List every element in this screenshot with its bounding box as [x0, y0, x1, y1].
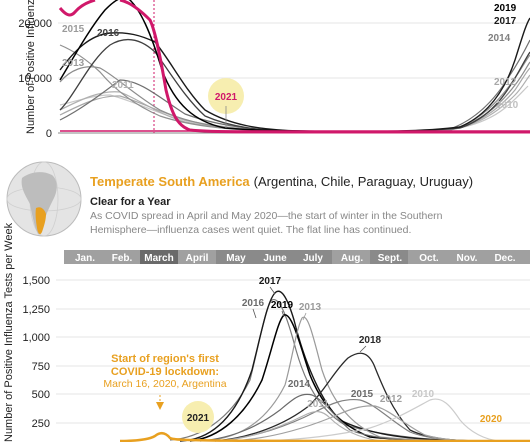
label-badge-2021: [208, 78, 244, 114]
series-label-2013: 2013: [62, 58, 85, 69]
series-line-2014: [199, 393, 441, 442]
month-label: Sept.: [378, 253, 403, 264]
series-label-2013: 2013: [299, 302, 322, 313]
top-y-tick: 0: [46, 128, 52, 140]
series-label-2014: 2014: [488, 33, 511, 44]
series-label-2012: 2012: [380, 394, 403, 405]
month-bar-highlight-july: [294, 250, 332, 264]
series-label-2011: 2011: [307, 399, 329, 410]
series-line-2015: [214, 398, 491, 442]
series-label-2016: 2016: [242, 298, 265, 309]
series-label-2017: 2017: [494, 16, 517, 27]
series-line-2017: [59, 17, 530, 133]
month-bar-highlight-march: [140, 250, 178, 264]
month-label: Nov.: [457, 253, 478, 264]
series-label-2018: 2018: [359, 335, 382, 346]
month-label: July: [303, 253, 323, 264]
month-bar-highlight-june: [256, 250, 294, 264]
lockdown-annotation-title-2: COVID-19 lockdown:: [111, 366, 219, 378]
month-bar: Jan. Feb. March April May June July Aug.…: [64, 250, 530, 264]
top-chart: Number of Positive Influenza T 20,000 10…: [18, 0, 530, 140]
month-bar-highlight-sept: [370, 250, 408, 264]
series-line-2020: [119, 432, 530, 442]
bottom-y-axis-label: Number of Positive Influenza Tests per W…: [3, 222, 15, 442]
series-line-2012: [229, 405, 496, 442]
label-leader-2013: [302, 312, 307, 321]
bottom-y-tick: 500: [32, 389, 50, 401]
series-label-2014: 2014: [288, 379, 311, 390]
series-line-2020: [58, 0, 530, 134]
series-label-2021: 2021: [215, 92, 238, 103]
series-label-2019: 2019: [494, 3, 517, 14]
bottom-y-tick: 1,250: [22, 304, 50, 316]
lockdown-annotation-title-1: Start of region's first: [111, 353, 219, 365]
top-y-axis-label: Number of Positive Influenza T: [25, 0, 37, 134]
bottom-y-tick: 1,000: [22, 332, 50, 344]
label-leader-2018: [359, 345, 367, 353]
series-label-2017: 2017: [259, 276, 282, 287]
month-label: Aug.: [341, 253, 363, 264]
series-label-2020: 2020: [480, 414, 503, 425]
region-title: Temperate South America: [90, 174, 250, 189]
series-label-2019: 2019: [271, 300, 294, 311]
bottom-y-tick: 1,500: [22, 275, 50, 287]
month-label: Feb.: [112, 253, 133, 264]
globe-icon: [6, 161, 82, 237]
bottom-y-tick: 250: [32, 418, 50, 430]
series-line-2013: [199, 316, 491, 442]
month-label: June: [263, 253, 287, 264]
bottom-y-tick: 750: [32, 361, 50, 373]
region-headline: Clear for a Year: [90, 196, 171, 208]
region-header: Temperate South America (Argentina, Chile…: [6, 161, 473, 237]
top-y-tick: 10,000: [18, 73, 52, 85]
series-label-2010: 2010: [412, 389, 435, 400]
series-line-2017: [179, 290, 471, 442]
label-leader-2017: [269, 286, 276, 295]
series-line-2010: [59, 85, 529, 133]
month-label: April: [186, 253, 209, 264]
region-title-line: Temperate South America (Argentina, Chile…: [90, 174, 473, 189]
series-line-2018: [214, 352, 491, 442]
bottom-chart: Number of Positive Influenza Tests per W…: [3, 222, 530, 442]
top-y-tick: 20,000: [18, 18, 52, 30]
series-label-2011: 2011: [112, 80, 134, 91]
series-line-2011: [219, 411, 381, 442]
series-label-2021: 2021: [187, 413, 210, 424]
series-line-2010: [259, 398, 501, 442]
series-line-2019: [59, 0, 361, 133]
month-bar-highlight-may: [216, 250, 256, 264]
lockdown-arrow-icon: [156, 402, 164, 410]
region-body-line-2: Hemisphere—influenza cases went quiet. T…: [90, 224, 411, 236]
region-body-line-1: As COVID spread in April and May 2020—th…: [90, 210, 443, 222]
label-leader-2016: [252, 308, 257, 319]
series-label-2015: 2015: [62, 24, 85, 35]
month-label: May: [226, 253, 246, 264]
series-line-2016: [59, 38, 530, 133]
series-label-2016: 2016: [97, 28, 120, 39]
label-leader-2019: [281, 310, 285, 318]
region-countries: (Argentina, Chile, Paraguay, Uruguay): [254, 174, 473, 189]
month-label: Dec.: [494, 253, 515, 264]
series-label-2010: 2010: [496, 100, 519, 111]
series-label-2015: 2015: [351, 389, 374, 400]
month-label: Jan.: [75, 253, 95, 264]
month-label: March: [144, 253, 173, 264]
month-label: Oct.: [419, 253, 439, 264]
label-badge-2021: [182, 401, 214, 433]
series-label-2012: 2012: [494, 77, 517, 88]
lockdown-annotation: Start of region's first COVID-19 lockdow…: [103, 353, 227, 410]
lockdown-annotation-date: March 16, 2020, Argentina: [103, 378, 226, 390]
